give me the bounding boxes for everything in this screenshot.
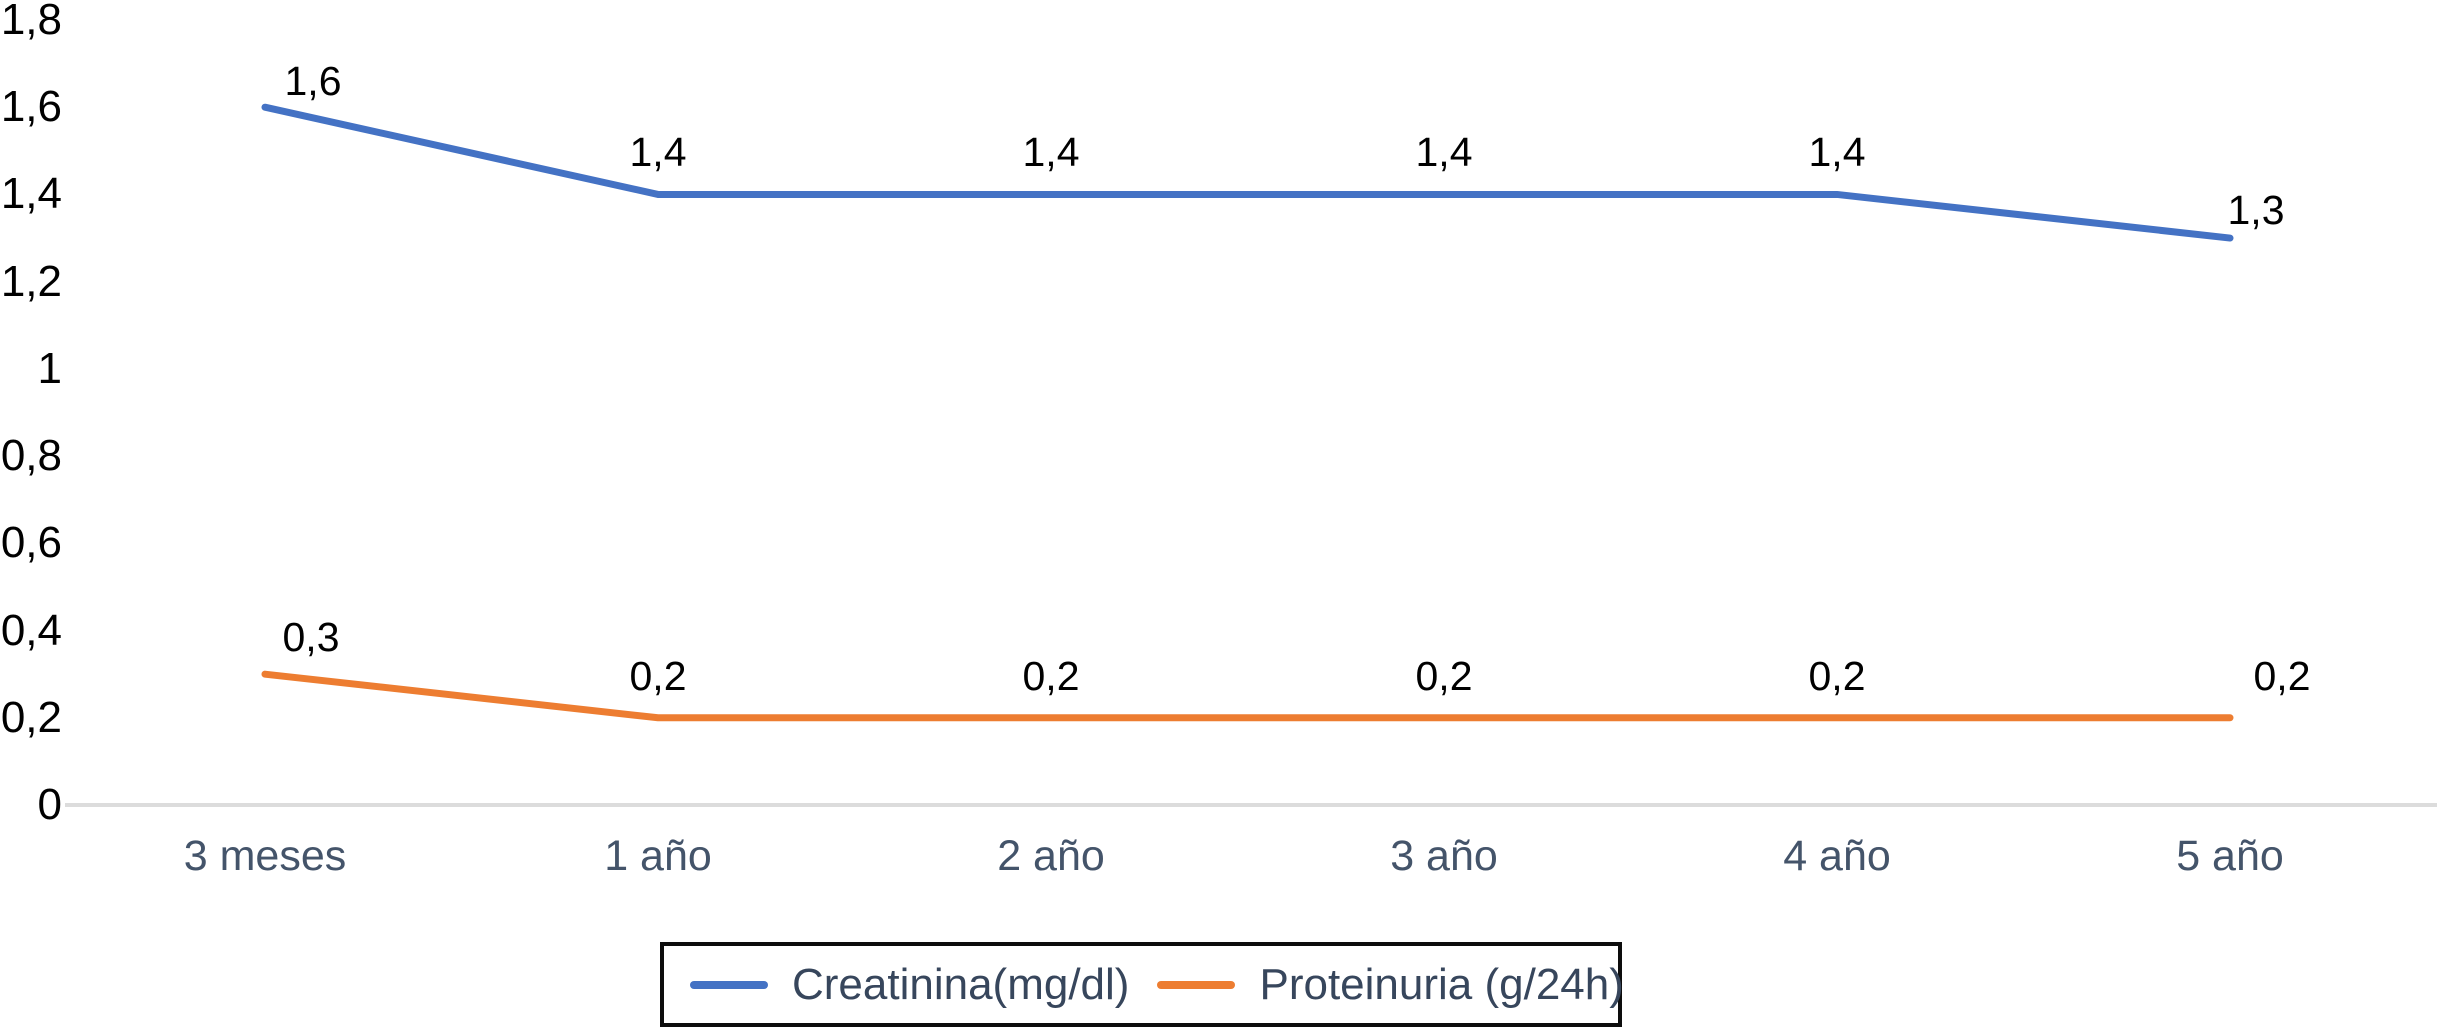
y-tick-label: 0 xyxy=(37,780,62,829)
x-category-label: 4 año xyxy=(1783,832,1891,880)
y-tick-label: 0,6 xyxy=(0,518,62,568)
y-tick-label: 1,4 xyxy=(0,169,62,219)
proteinuria-line-data-label: 0,2 xyxy=(629,652,687,699)
legend-item-creatinina: Creatinina(mg/dl) xyxy=(690,960,1129,1010)
creatinina-line-data-label: 1,4 xyxy=(1415,129,1473,176)
creatinina-line-data-label: 1,4 xyxy=(629,129,687,176)
creatinina-line-swatch xyxy=(690,980,768,989)
x-category-label: 5 año xyxy=(2176,832,2284,880)
y-tick-label: 0,4 xyxy=(0,605,62,655)
creatinina-line-data-label: 1,6 xyxy=(284,58,342,105)
legend-label-creatinina: Creatinina(mg/dl) xyxy=(792,959,1130,1009)
creatinina-line-data-label: 1,4 xyxy=(1022,129,1080,176)
proteinuria-line-data-label: 0,2 xyxy=(2253,652,2311,699)
y-tick-label: 0,8 xyxy=(0,431,62,481)
creatinina-line xyxy=(261,103,2234,242)
legend-item-proteinuria: Proteinuria (g/24h) xyxy=(1157,959,1624,1010)
proteinuria-line-data-label: 0,2 xyxy=(1808,652,1866,699)
x-category-label: 1 año xyxy=(604,832,712,880)
y-tick-label: 1,6 xyxy=(0,82,62,132)
y-tick-label: 1,2 xyxy=(0,256,62,306)
y-tick-label: 1,8 xyxy=(0,0,62,44)
y-tick-label: 1 xyxy=(37,343,62,393)
x-category-label: 2 año xyxy=(997,832,1105,880)
creatinina-line-data-label: 1,3 xyxy=(2227,187,2285,234)
creatinina-line-data-label: 1,4 xyxy=(1808,129,1866,176)
y-tick-label: 0,2 xyxy=(0,692,62,742)
proteinuria-line xyxy=(261,670,2234,722)
proteinuria-line-data-label: 0,3 xyxy=(282,614,340,661)
x-category-label: 3 año xyxy=(1390,832,1498,880)
legend-label-proteinuria: Proteinuria (g/24h) xyxy=(1259,959,1624,1009)
x-category-label: 3 meses xyxy=(183,832,347,880)
proteinuria-line-data-label: 0,2 xyxy=(1415,652,1473,699)
proteinuria-line-swatch xyxy=(1157,980,1236,989)
legend: Creatinina(mg/dl) Proteinuria (g/24h) xyxy=(660,942,1624,1027)
proteinuria-line-data-label: 0,2 xyxy=(1022,652,1080,699)
